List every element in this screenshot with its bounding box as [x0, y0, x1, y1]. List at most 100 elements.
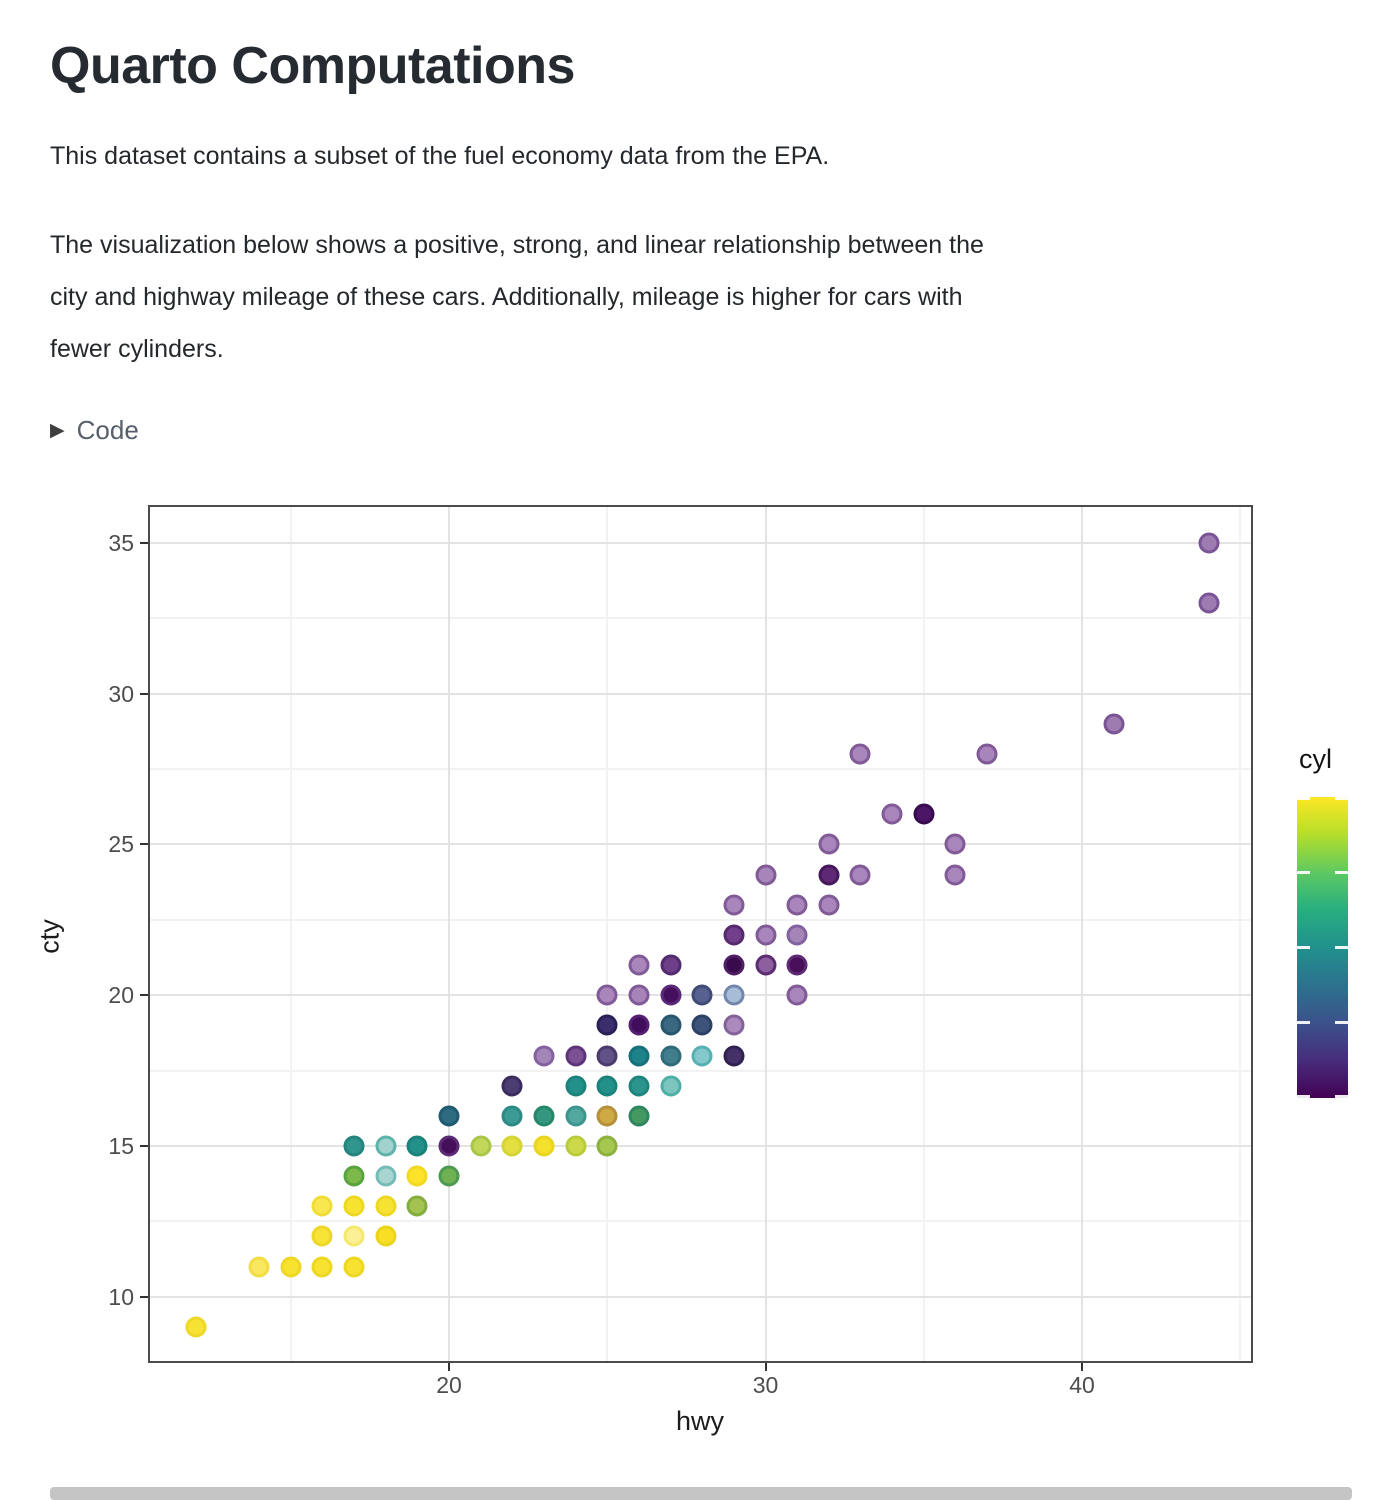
y-axis-tick [140, 541, 148, 544]
y-axis-tick [140, 692, 148, 695]
scatter-point [691, 1014, 713, 1036]
paragraph-line: fewer cylinders. [50, 335, 224, 363]
colorbar-tick [1335, 1021, 1348, 1025]
scatter-point [723, 954, 745, 976]
scatter-point [755, 864, 776, 886]
colorbar-tick [1335, 1095, 1348, 1098]
scatter-point [691, 984, 713, 1006]
scatter-point [818, 894, 840, 916]
scatter-point [343, 1195, 365, 1217]
x-tick-label: 20 [436, 1372, 462, 1398]
scatter-point [944, 864, 966, 886]
scatter-point [406, 1195, 428, 1217]
major-gridline [150, 541, 1251, 544]
scatter-point [565, 1075, 587, 1097]
scatter-point [343, 1256, 365, 1278]
y-axis-title: cty [34, 919, 65, 954]
scatter-point [660, 1045, 682, 1067]
scatter-point [818, 864, 840, 886]
y-tick-label: 30 [108, 680, 134, 707]
scatter-point [786, 954, 808, 976]
scatter-point [565, 1135, 587, 1157]
scatter-point [311, 1256, 333, 1278]
scatter-point [565, 1045, 587, 1067]
scatter-point [849, 743, 871, 765]
scatter-point [533, 1045, 555, 1067]
scatter-point [438, 1165, 460, 1187]
scatter-point [596, 1105, 618, 1127]
scatter-point [501, 1105, 523, 1127]
minor-gridline [150, 1069, 1251, 1072]
y-axis-tick [140, 994, 148, 997]
scatter-point [755, 954, 776, 976]
minor-gridline [150, 918, 1251, 921]
scatter-point [723, 924, 745, 946]
scatter-point [533, 1105, 555, 1127]
scatter-point [723, 1014, 745, 1036]
minor-gridline [150, 768, 1251, 770]
scatter-point [913, 803, 935, 825]
scatter-point [533, 1135, 555, 1157]
code-fold-toggle[interactable]: ▶ Code [50, 415, 139, 446]
scatter-point [343, 1165, 365, 1187]
y-tick-label: 20 [108, 982, 134, 1009]
colorbar-tick [1335, 870, 1348, 874]
scatter-point [343, 1135, 365, 1157]
minor-gridline [606, 507, 609, 1361]
scatter-point [755, 924, 776, 946]
scatter-point [786, 924, 808, 946]
scatter-point [470, 1135, 492, 1157]
x-axis-tick [448, 1363, 450, 1371]
scatter-point [501, 1135, 523, 1157]
colorbar-tick [1297, 797, 1310, 800]
scatter-point [944, 833, 966, 855]
scatter-point [786, 984, 808, 1006]
x-axis-tick [1081, 1363, 1083, 1371]
scatter-point [1198, 532, 1220, 554]
scatter-point [976, 743, 998, 765]
paragraph-line: city and highway mileage of these cars. … [50, 283, 963, 311]
scatter-point [375, 1225, 397, 1247]
scatter-point [596, 1075, 618, 1097]
y-axis-tick [140, 843, 148, 846]
scatter-point [438, 1105, 460, 1127]
x-axis-tick [764, 1363, 767, 1371]
legend-colorbar [1297, 797, 1348, 1098]
major-gridline [150, 843, 1251, 846]
scatter-point [628, 954, 650, 976]
x-tick-label: 40 [1069, 1372, 1095, 1398]
colorbar-tick [1297, 1095, 1310, 1098]
scatter-point [1198, 592, 1220, 614]
minor-gridline [150, 617, 1251, 620]
colorbar-tick [1335, 946, 1348, 949]
scatter-point [311, 1195, 333, 1217]
scatter-point [628, 1105, 650, 1127]
scatter-point [406, 1165, 428, 1187]
y-tick-label: 35 [108, 529, 134, 556]
scatter-point [881, 803, 903, 825]
minor-gridline [289, 507, 292, 1361]
scatter-point [628, 1075, 650, 1097]
y-tick-label: 15 [108, 1133, 134, 1159]
x-tick-label: 30 [752, 1372, 779, 1398]
scatter-point [1103, 713, 1125, 735]
code-fold-label: Code [76, 415, 139, 445]
x-axis-title: hwy [675, 1406, 724, 1436]
scatter-point [596, 1045, 618, 1067]
scatter-point [375, 1165, 397, 1187]
scatter-point [248, 1256, 270, 1278]
colorbar-tick [1297, 870, 1310, 874]
page-title: Quarto Computations [50, 37, 575, 95]
scatter-point [691, 1045, 713, 1067]
scatter-point [596, 1135, 618, 1157]
colorbar-tick [1335, 797, 1348, 800]
paragraph-line: The visualization below shows a positive… [50, 231, 984, 259]
scatter-point [406, 1135, 428, 1157]
code-output-divider [50, 1487, 1352, 1500]
scatter-point [628, 1045, 650, 1067]
major-gridline [1081, 507, 1083, 1361]
colorbar-tick [1297, 1021, 1310, 1025]
scatter-point [723, 984, 745, 1006]
scatter-point [660, 1075, 682, 1097]
scatter-point [818, 833, 840, 855]
